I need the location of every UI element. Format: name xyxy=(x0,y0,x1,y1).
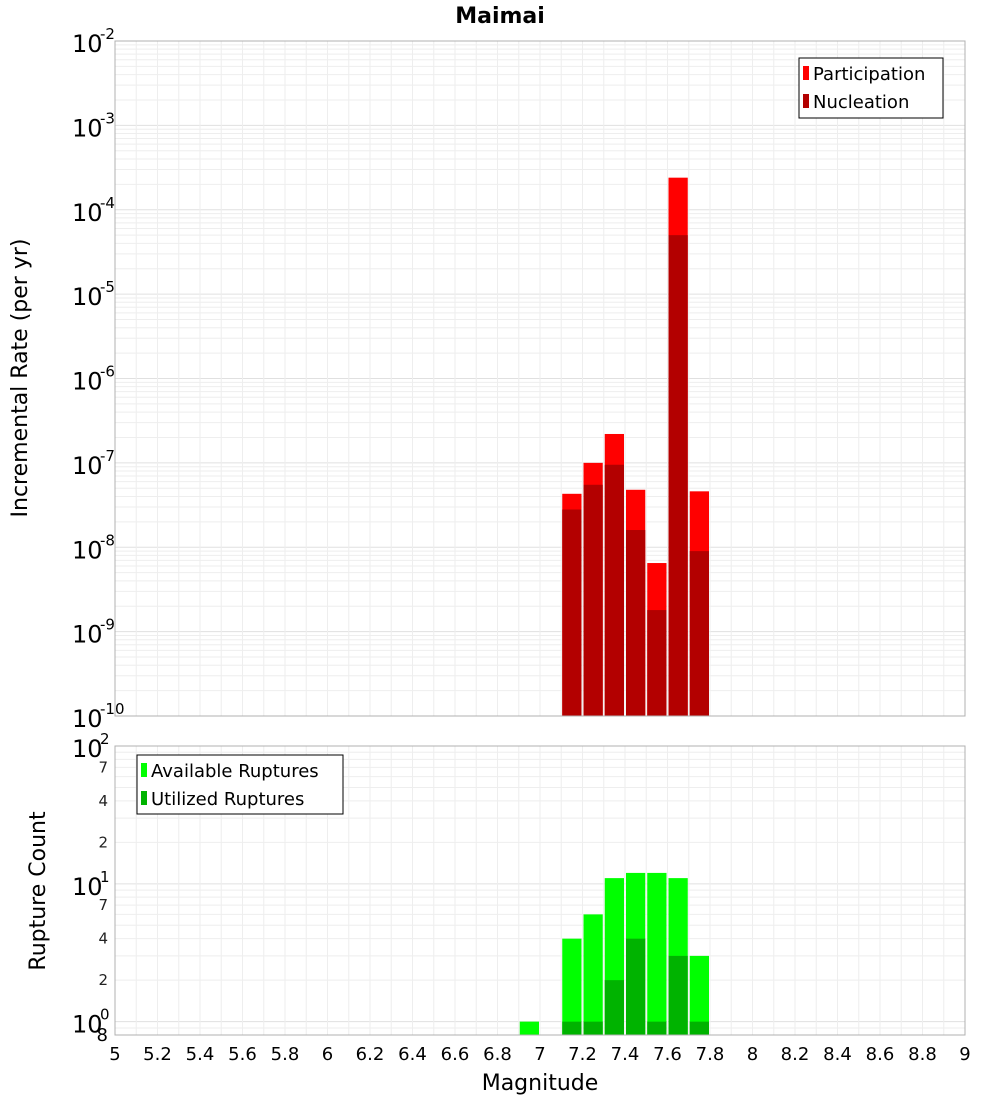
x-tick-label: 5 xyxy=(109,1044,120,1065)
count-y-tick-label: 10 xyxy=(72,873,103,901)
nucleation-bar xyxy=(647,610,667,716)
nucleation-bar xyxy=(689,551,709,716)
count-y-minor-tick-label: 4 xyxy=(98,792,108,810)
rate-legend-box xyxy=(798,57,944,119)
rate-y-tick-exponent: -8 xyxy=(100,531,115,549)
rate-y-tick-exponent: -7 xyxy=(100,447,115,465)
utilized-legend-swatch xyxy=(141,791,147,805)
x-tick-label: 7.6 xyxy=(653,1044,682,1065)
count-y-tick-exponent: 2 xyxy=(100,730,110,748)
x-tick-label: 6.4 xyxy=(398,1044,427,1065)
count-y-tick-exponent: 1 xyxy=(100,868,110,886)
rate-bars xyxy=(562,177,709,716)
count-bars xyxy=(519,872,709,1035)
rate-y-tick-exponent: -2 xyxy=(100,25,115,43)
x-tick-label: 8.2 xyxy=(781,1044,810,1065)
rate-legend: Participation Nucleation xyxy=(798,57,944,119)
rate-y-tick-label: 10 xyxy=(72,368,103,396)
utilized-ruptures-bar xyxy=(626,938,646,1035)
nucleation-bar xyxy=(604,464,624,716)
utilized-ruptures-bar xyxy=(668,955,688,1035)
x-tick-label: 7.8 xyxy=(696,1044,725,1065)
utilized-ruptures-bar xyxy=(562,1021,582,1035)
utilized-ruptures-bar xyxy=(604,980,624,1035)
nucleation-bar xyxy=(626,530,646,716)
rate-y-tick-label: 10 xyxy=(72,705,103,733)
nucleation-bar xyxy=(583,484,603,716)
count-y-minor-tick-label: 4 xyxy=(98,930,108,948)
utilized-ruptures-bar xyxy=(647,1021,667,1035)
rate-y-tick-label: 10 xyxy=(72,536,103,564)
count-plot-frame xyxy=(114,745,966,1036)
available-legend-label: Available Ruptures xyxy=(151,761,319,782)
utilized-ruptures-bar xyxy=(689,1021,709,1035)
x-tick-label: 6.8 xyxy=(483,1044,512,1065)
nucleation-bar xyxy=(668,235,688,716)
x-axis-label: Magnitude xyxy=(482,1071,599,1096)
count-y-minor-tick-label: 2 xyxy=(98,833,108,851)
count-y-tick-exponent: 0 xyxy=(100,1006,110,1024)
rate-y-tick-label: 10 xyxy=(72,621,103,649)
count-y-minor-tick-label: 7 xyxy=(98,896,108,914)
x-tick-label: 6.2 xyxy=(356,1044,385,1065)
rate-y-tick-exponent: -10 xyxy=(100,700,125,718)
count-y-tick-label: 10 xyxy=(72,735,103,763)
available-ruptures-bar xyxy=(519,1021,539,1035)
rate-y-tick-label: 10 xyxy=(72,283,103,311)
count-legend-box xyxy=(136,754,344,815)
x-tick-label: 7.2 xyxy=(568,1044,597,1065)
rate-y-tick-exponent: -6 xyxy=(100,363,115,381)
rate-y-axis-label: Incremental Rate (per yr) xyxy=(8,239,33,518)
x-tick-label: 8 xyxy=(747,1044,758,1065)
x-tick-label: 5.8 xyxy=(271,1044,300,1065)
rate-y-tick-label: 10 xyxy=(72,114,103,142)
available-ruptures-bar xyxy=(647,872,667,1035)
available-legend-swatch xyxy=(141,763,147,777)
available-ruptures-bar xyxy=(583,914,603,1035)
x-tick-label: 8.8 xyxy=(908,1044,937,1065)
rate-plot-frame xyxy=(114,40,966,717)
x-tick-label: 8.6 xyxy=(866,1044,895,1065)
chart-title: Maimai xyxy=(455,4,545,29)
count-y-minor-tick-label: 2 xyxy=(98,971,108,989)
utilized-legend-label: Utilized Ruptures xyxy=(151,789,304,810)
count-y-tick-label: 10 xyxy=(72,1011,103,1039)
nucleation-legend-swatch xyxy=(803,94,809,108)
nucleation-legend-label: Nucleation xyxy=(813,92,909,113)
x-axis-ticks: 5 5.2 5.4 5.6 5.8 6 6.2 6.4 6.6 6.8 7 7.2 7.4 7.6 7.8 8… xyxy=(109,1044,970,1065)
available-ruptures-bar xyxy=(562,938,582,1035)
x-tick-label: 9 xyxy=(959,1044,970,1065)
x-tick-label: 5.6 xyxy=(228,1044,257,1065)
count-y-minor-tick-label: 7 xyxy=(98,758,108,776)
rate-panel: 10-210-310-410-510-610-710-810-910-10 In… xyxy=(8,25,966,733)
participation-legend-label: Participation xyxy=(813,64,925,85)
x-tick-label: 7 xyxy=(534,1044,545,1065)
count-legend: Available Ruptures Utilized Ruptures xyxy=(136,754,344,815)
utilized-ruptures-bar xyxy=(583,1021,603,1035)
count-y-axis-label: Rupture Count xyxy=(26,811,51,971)
x-tick-label: 6.6 xyxy=(441,1044,470,1065)
count-y-minor-tick-label: 8 xyxy=(97,1025,108,1046)
rate-grid xyxy=(114,41,966,717)
rate-y-tick-exponent: -5 xyxy=(100,278,115,296)
rate-y-tick-label: 10 xyxy=(72,199,103,227)
x-tick-label: 6 xyxy=(322,1044,333,1065)
rate-y-ticks: 10-210-310-410-510-610-710-810-910-10 xyxy=(72,25,125,733)
nucleation-bar xyxy=(562,509,582,716)
rate-y-tick-exponent: -3 xyxy=(100,109,115,127)
available-ruptures-bar xyxy=(689,955,709,1035)
x-tick-label: 7.4 xyxy=(611,1044,640,1065)
rate-y-tick-label: 10 xyxy=(72,452,103,480)
x-tick-label: 5.4 xyxy=(186,1044,215,1065)
rate-y-tick-exponent: -4 xyxy=(100,194,115,212)
x-tick-label: 5.2 xyxy=(143,1044,172,1065)
rate-y-tick-exponent: -9 xyxy=(100,616,115,634)
x-tick-label: 8.4 xyxy=(823,1044,852,1065)
participation-legend-swatch xyxy=(803,66,809,80)
rate-y-tick-label: 10 xyxy=(72,30,103,58)
